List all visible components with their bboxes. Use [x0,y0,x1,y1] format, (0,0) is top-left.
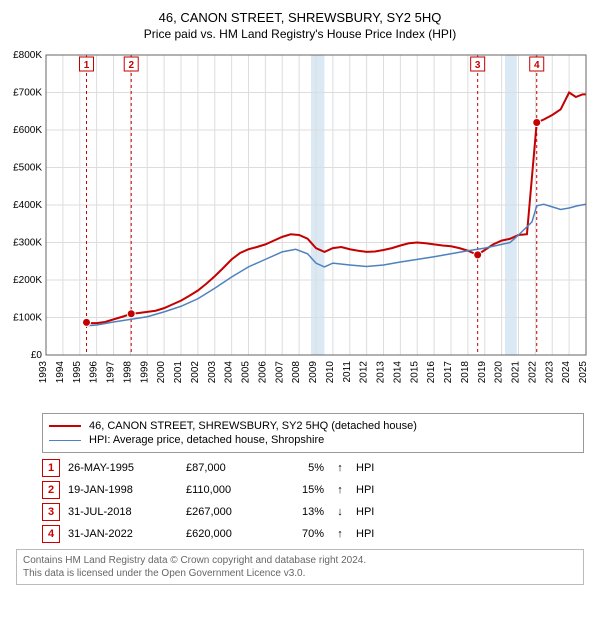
event-row: 1 26-MAY-1995 £87,000 5% ↑ HPI [42,459,584,477]
legend: 46, CANON STREET, SHREWSBURY, SY2 5HQ (d… [42,413,584,453]
event-badge: 1 [42,459,60,477]
svg-text:2023: 2023 [544,361,555,384]
svg-text:1999: 1999 [139,361,150,384]
event-hpi-label: HPI [356,528,386,540]
event-percent: 70% [284,528,324,540]
svg-text:2006: 2006 [257,361,268,384]
price-chart: £0 £100K £200K £300K £400K £500K £600K £700K £80… [8,47,592,407]
svg-text:£100K: £100K [13,313,42,324]
legend-item: HPI: Average price, detached house, Shro… [49,434,577,446]
svg-text:£0: £0 [31,350,43,361]
event-price: £620,000 [186,528,276,540]
event-row: 3 31-JUL-2018 £267,000 13% ↓ HPI [42,503,584,521]
page-subtitle: Price paid vs. HM Land Registry's House … [8,27,592,41]
chart-container: £0 £100K £200K £300K £400K £500K £600K £700K £80… [8,47,592,407]
svg-text:2007: 2007 [274,361,285,384]
svg-text:2017: 2017 [443,361,454,384]
svg-text:1995: 1995 [72,361,83,384]
event-percent: 15% [284,484,324,496]
svg-text:2024: 2024 [561,361,572,384]
svg-text:1996: 1996 [89,361,100,384]
event-date: 26-MAY-1995 [68,462,178,474]
event-price: £87,000 [186,462,276,474]
svg-text:£300K: £300K [13,238,42,249]
event-percent: 13% [284,506,324,518]
svg-text:2003: 2003 [207,361,218,384]
svg-text:2021: 2021 [511,361,522,384]
svg-text:2020: 2020 [494,361,505,384]
svg-text:2015: 2015 [409,361,420,384]
svg-text:1994: 1994 [55,361,66,384]
attribution: Contains HM Land Registry data © Crown c… [16,549,584,585]
event-date: 19-JAN-1998 [68,484,178,496]
svg-text:£600K: £600K [13,125,42,136]
svg-text:2018: 2018 [460,361,471,384]
svg-text:2010: 2010 [325,361,336,384]
svg-text:2014: 2014 [392,361,403,384]
svg-text:1998: 1998 [122,361,133,384]
event-badge: 4 [42,525,60,543]
svg-text:2009: 2009 [308,361,319,384]
svg-text:2022: 2022 [527,361,538,384]
svg-text:£500K: £500K [13,163,42,174]
legend-item: 46, CANON STREET, SHREWSBURY, SY2 5HQ (d… [49,420,577,432]
event-badge: 2 [42,481,60,499]
event-hpi-label: HPI [356,484,386,496]
event-price: £110,000 [186,484,276,496]
event-percent: 5% [284,462,324,474]
svg-text:2004: 2004 [224,361,235,384]
svg-text:2002: 2002 [190,361,201,384]
event-hpi-label: HPI [356,506,386,518]
legend-swatch [49,440,81,441]
svg-text:1997: 1997 [106,361,117,384]
svg-text:2001: 2001 [173,361,184,384]
event-arrow-icon: ↑ [332,462,348,474]
event-arrow-icon: ↓ [332,506,348,518]
svg-text:2005: 2005 [241,361,252,384]
page-title: 46, CANON STREET, SHREWSBURY, SY2 5HQ [8,10,592,25]
svg-text:2013: 2013 [376,361,387,384]
event-row: 4 31-JAN-2022 £620,000 70% ↑ HPI [42,525,584,543]
svg-text:2012: 2012 [359,361,370,384]
svg-text:2011: 2011 [342,361,353,383]
event-badge: 3 [42,503,60,521]
event-date: 31-JUL-2018 [68,506,178,518]
svg-text:£200K: £200K [13,275,42,286]
legend-label: 46, CANON STREET, SHREWSBURY, SY2 5HQ (d… [89,420,417,432]
attribution-line1: Contains HM Land Registry data © Crown c… [23,555,366,566]
svg-text:2025: 2025 [578,361,589,384]
legend-swatch [49,425,81,427]
svg-text:£700K: £700K [13,88,42,99]
attribution-line2: This data is licensed under the Open Gov… [23,568,305,579]
svg-text:1993: 1993 [38,361,49,384]
event-price: £267,000 [186,506,276,518]
event-hpi-label: HPI [356,462,386,474]
svg-text:2008: 2008 [291,361,302,384]
event-arrow-icon: ↑ [332,484,348,496]
svg-text:2019: 2019 [477,361,488,384]
svg-text:£400K: £400K [13,200,42,211]
event-arrow-icon: ↑ [332,528,348,540]
svg-text:3: 3 [475,60,481,71]
events-table: 1 26-MAY-1995 £87,000 5% ↑ HPI 2 19-JAN-1998 £11… [42,459,584,543]
svg-text:1: 1 [84,60,90,71]
svg-text:£800K: £800K [13,50,42,61]
svg-text:4: 4 [534,60,540,71]
svg-text:2000: 2000 [156,361,167,384]
svg-text:2016: 2016 [426,361,437,384]
legend-label: HPI: Average price, detached house, Shro… [89,434,324,446]
event-row: 2 19-JAN-1998 £110,000 15% ↑ HPI [42,481,584,499]
svg-text:2: 2 [128,60,134,71]
event-date: 31-JAN-2022 [68,528,178,540]
